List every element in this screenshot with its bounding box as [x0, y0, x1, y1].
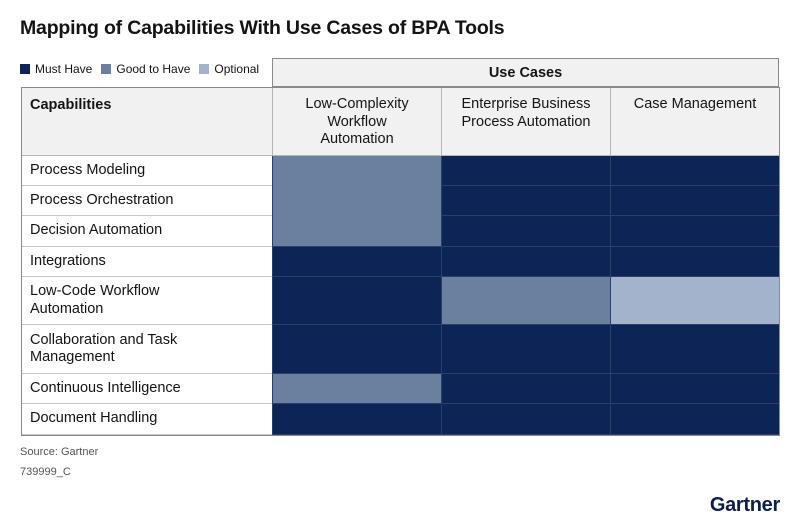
capability-row-label: Document Handling [22, 404, 272, 435]
legend: Must Have Good to Have Optional [20, 62, 268, 76]
heatmap-cell [610, 325, 779, 374]
heatmap-cell [272, 374, 441, 404]
chart-title: Mapping of Capabilities With Use Cases o… [20, 17, 505, 39]
legend-item-good-to-have: Good to Have [101, 62, 190, 76]
heatmap-cell [441, 247, 610, 277]
legend-swatch-optional [199, 64, 210, 74]
capability-row-label: Process Orchestration [22, 186, 272, 216]
heatmap-cell [610, 277, 779, 325]
gartner-logo: Gartner [709, 494, 780, 516]
heatmap-cell [272, 247, 441, 277]
heatmap-cell [441, 325, 610, 374]
source-note: Source: Gartner [20, 446, 99, 458]
figure-code: 739999_C [20, 466, 71, 478]
heatmap-cell [272, 404, 441, 435]
capability-row-label: Continuous Intelligence [22, 374, 272, 404]
capability-row-label: Integrations [22, 247, 272, 277]
heatmap-cell [610, 186, 779, 216]
use-case-column-header: Low-Complexity Workflow Automation [272, 88, 441, 155]
heatmap-cell [272, 216, 441, 247]
capability-row-label: Process Modeling [22, 156, 272, 186]
heatmap-cell [272, 277, 441, 325]
heatmap-cell [610, 374, 779, 404]
heatmap-cell [272, 156, 441, 186]
heatmap-cell [272, 325, 441, 374]
capabilities-header: Capabilities [30, 97, 112, 113]
legend-label-must-have: Must Have [35, 62, 93, 76]
heatmap-cell [441, 374, 610, 404]
use-case-column-header: Enterprise Business Process Automation [441, 88, 610, 155]
heatmap-cell [441, 216, 610, 247]
legend-swatch-must-have [20, 64, 30, 74]
heatmap-cell [441, 156, 610, 186]
heatmap-cell [441, 277, 610, 325]
capability-row-label: Collaboration and Task Management [22, 325, 272, 374]
legend-item-optional: Optional [199, 62, 259, 76]
heatmap-cell [610, 216, 779, 247]
legend-label-optional: Optional [214, 62, 260, 76]
legend-label-good-to-have: Good to Have [116, 62, 191, 76]
use-cases-header: Use Cases [272, 58, 779, 87]
matrix-header-row: Capabilities Low-Complexity Workflow Aut… [22, 88, 779, 156]
use-case-column-header: Case Management [610, 88, 779, 155]
heatmap-cell [610, 247, 779, 277]
legend-swatch-good-to-have [101, 64, 112, 74]
capability-row-label: Low-Code Workflow Automation [22, 277, 272, 325]
heatmap-cell [441, 186, 610, 216]
capability-row-label: Decision Automation [22, 216, 272, 247]
legend-item-must-have: Must Have [20, 62, 92, 76]
capability-matrix: Capabilities Low-Complexity Workflow Aut… [21, 87, 780, 436]
heatmap-cell [610, 156, 779, 186]
heatmap-cell [441, 404, 610, 435]
heatmap-cell [610, 404, 779, 435]
heatmap-cell [272, 186, 441, 216]
